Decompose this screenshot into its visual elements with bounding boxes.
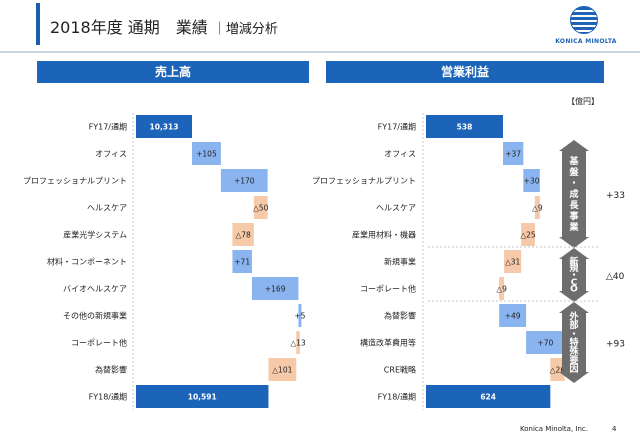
sales-category-label: FY17/通期 bbox=[89, 122, 127, 132]
profit-bar bbox=[503, 142, 524, 165]
group-label: 基盤・成長事業 bbox=[568, 155, 579, 233]
profit-data-label: △9 bbox=[532, 204, 543, 213]
sales-bar bbox=[220, 169, 268, 192]
profit-category-label: CRE戦略 bbox=[384, 365, 416, 375]
profit-bar bbox=[534, 196, 540, 219]
profit-category-label: 産業用材料・機器 bbox=[352, 230, 416, 240]
konica-minolta-logo-icon bbox=[570, 6, 598, 34]
profit-category-label: FY18/通期 bbox=[378, 392, 416, 402]
sales-data-label: +105 bbox=[196, 150, 217, 159]
profit-data-label: 538 bbox=[457, 123, 473, 132]
header-divider bbox=[0, 51, 640, 53]
profit-data-label: △25 bbox=[520, 231, 536, 240]
profit-bar bbox=[526, 331, 565, 354]
group-total-label: △40 bbox=[606, 272, 625, 282]
sales-bar bbox=[136, 385, 269, 408]
group-label: 外部・特殊要因 bbox=[568, 310, 579, 374]
sales-category-label: 材料・コンポーネント bbox=[47, 257, 127, 267]
sales-category-label: オフィス bbox=[95, 150, 127, 159]
profit-category-label: 為替影響 bbox=[384, 311, 416, 321]
sales-category-label: 産業光学システム bbox=[63, 230, 127, 240]
sales-data-label: △13 bbox=[290, 339, 306, 348]
sales-data-label: +71 bbox=[234, 258, 250, 267]
group-total-label: +33 bbox=[606, 191, 625, 201]
profit-category-label: オフィス bbox=[384, 150, 416, 159]
profit-bar bbox=[504, 250, 522, 273]
page-subtitle: ｜増減分析 bbox=[212, 22, 278, 37]
logo-text: KONICA MINOLTA bbox=[555, 38, 617, 45]
group-total-label: +93 bbox=[606, 340, 625, 350]
profit-data-label: △26 bbox=[550, 366, 566, 375]
profit-category-label: 新規事業 bbox=[384, 257, 416, 267]
profit-category-label: コーポレート他 bbox=[360, 284, 416, 294]
sales-category-label: プロフェッショナルプリント bbox=[23, 177, 127, 186]
sales-data-label: +169 bbox=[265, 285, 286, 294]
profit-category-label: 構造改革費用等 bbox=[360, 338, 416, 348]
profit-bar bbox=[499, 304, 527, 327]
sales-category-label: FY18/通期 bbox=[89, 392, 127, 402]
profit-category-label: FY17/通期 bbox=[378, 122, 416, 132]
group-arrow-shape bbox=[559, 140, 589, 248]
profit-data-label: +70 bbox=[537, 339, 553, 348]
group-arrow-shape bbox=[559, 302, 589, 383]
sales-bar bbox=[136, 115, 192, 138]
sales-category-label: バイオヘルスケア bbox=[63, 285, 127, 294]
sales-bar bbox=[296, 331, 300, 354]
group-arrow-shape bbox=[559, 248, 589, 302]
sales-data-label: 10,313 bbox=[150, 123, 179, 132]
sales-category-label: コーポレート他 bbox=[71, 338, 127, 348]
sales-bar bbox=[268, 358, 297, 381]
sales-bar bbox=[232, 250, 252, 273]
sales-bar bbox=[298, 304, 302, 327]
sales-data-label: +170 bbox=[234, 177, 255, 186]
sales-data-label: △50 bbox=[253, 204, 269, 213]
profit-data-label: +37 bbox=[505, 150, 521, 159]
profit-category-label: ヘルスケア bbox=[376, 204, 416, 213]
sales-bar bbox=[253, 196, 268, 219]
sales-category-label: その他の新規事業 bbox=[63, 311, 127, 321]
sales-data-label: △101 bbox=[272, 366, 292, 375]
sales-bar bbox=[251, 277, 299, 300]
profit-bar bbox=[523, 169, 540, 192]
profit-data-label: 624 bbox=[480, 393, 496, 402]
page-title: 2018年度 通期 業績 ｜増減分析 bbox=[50, 14, 278, 38]
profit-bar bbox=[499, 277, 505, 300]
footer-company: Konica Minolta, Inc. bbox=[520, 425, 588, 433]
page-title-text: 2018年度 通期 業績 bbox=[50, 18, 208, 37]
profit-bar bbox=[426, 385, 551, 408]
unit-label: 【億円】 bbox=[567, 97, 599, 106]
profit-data-label: +30 bbox=[524, 177, 540, 186]
sales-category-label: 為替影響 bbox=[95, 365, 127, 375]
sales-data-label: 10,591 bbox=[188, 393, 217, 402]
profit-group-annotation: 新規・ C O △40 bbox=[428, 246, 625, 302]
profit-group-annotation: 基盤・成長事業 +33 bbox=[559, 140, 625, 248]
page-number: 4 bbox=[612, 425, 617, 433]
sales-category-label: ヘルスケア bbox=[87, 204, 127, 213]
profit-group-annotation: 外部・特殊要因 +93 bbox=[428, 300, 625, 383]
profit-bar bbox=[426, 115, 503, 138]
sales-waterfall-chart: FY17/通期 10,313 オフィス +105 プロフェッショナルプリント +170 ヘル… bbox=[23, 113, 306, 410]
sales-panel-header: 売上高 bbox=[37, 61, 309, 83]
group-label: 新規・ C O bbox=[569, 255, 578, 294]
profit-data-label: +49 bbox=[505, 312, 521, 321]
profit-panel-header: 営業利益 bbox=[326, 61, 604, 83]
profit-data-label: △9 bbox=[496, 285, 507, 294]
sales-bar bbox=[192, 142, 221, 165]
sales-data-label: +5 bbox=[294, 312, 305, 321]
profit-data-label: △31 bbox=[505, 258, 521, 267]
profit-bar bbox=[521, 223, 535, 246]
sales-bar bbox=[232, 223, 254, 246]
profit-waterfall-chart: FY17/通期 538 オフィス +37 プロフェッショナルプリント +30 ヘルスケア △9… bbox=[312, 113, 625, 410]
profit-category-label: プロフェッショナルプリント bbox=[312, 177, 416, 186]
profit-bar bbox=[550, 358, 565, 381]
title-accent-bar bbox=[36, 3, 40, 45]
sales-data-label: △78 bbox=[235, 231, 251, 240]
